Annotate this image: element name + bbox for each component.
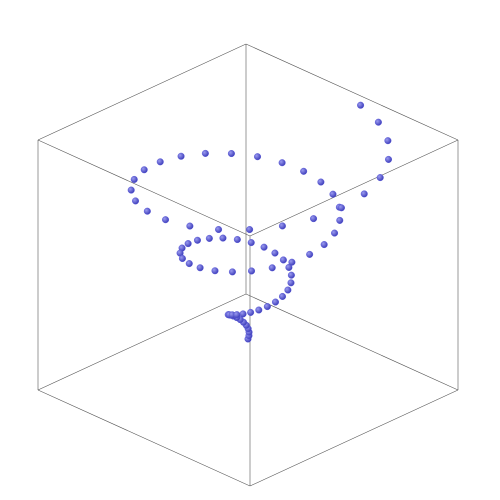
point — [219, 234, 227, 242]
point — [329, 190, 337, 198]
point — [279, 256, 287, 264]
box-edge — [37, 389, 251, 487]
point — [215, 226, 223, 234]
point — [385, 155, 393, 163]
point — [193, 236, 201, 244]
point — [184, 240, 192, 248]
point — [178, 254, 186, 262]
point — [357, 101, 365, 109]
point — [268, 264, 276, 272]
point — [162, 216, 170, 224]
point — [278, 292, 286, 300]
point — [185, 260, 193, 268]
point — [246, 226, 254, 234]
point — [374, 118, 382, 126]
point — [196, 264, 204, 272]
box-edge — [37, 293, 247, 391]
point — [130, 175, 138, 183]
point — [320, 241, 328, 249]
point — [285, 263, 293, 271]
point — [263, 303, 271, 311]
point — [248, 267, 256, 275]
point — [271, 249, 279, 257]
point — [255, 306, 263, 314]
point — [233, 236, 241, 244]
point — [288, 258, 296, 266]
point — [143, 207, 151, 215]
box-edge — [249, 139, 459, 237]
point — [306, 250, 314, 258]
point — [331, 229, 339, 237]
point — [201, 149, 209, 157]
point — [337, 204, 345, 212]
point — [177, 152, 185, 160]
point — [278, 159, 286, 167]
point — [336, 216, 344, 224]
point — [156, 158, 164, 166]
box-edge — [249, 389, 459, 487]
point — [278, 222, 286, 230]
point — [127, 186, 135, 194]
point — [247, 239, 255, 247]
point — [211, 267, 219, 275]
point — [287, 279, 295, 287]
point — [233, 311, 241, 319]
point — [360, 190, 368, 198]
point — [140, 166, 148, 174]
box-edge — [245, 293, 459, 391]
point — [310, 215, 318, 223]
box-edge — [245, 43, 459, 141]
point — [205, 234, 213, 242]
point — [239, 310, 247, 318]
point — [284, 286, 292, 294]
point — [228, 268, 236, 276]
point — [376, 174, 384, 182]
point — [287, 271, 295, 279]
point — [247, 308, 255, 316]
point — [132, 197, 140, 205]
point — [260, 243, 268, 251]
point — [254, 153, 262, 161]
point — [186, 222, 194, 230]
point — [300, 167, 308, 175]
point — [317, 178, 325, 186]
point — [384, 137, 392, 145]
point — [271, 298, 279, 306]
box-edge — [37, 139, 251, 237]
point — [227, 150, 235, 158]
box-edge — [37, 43, 247, 141]
